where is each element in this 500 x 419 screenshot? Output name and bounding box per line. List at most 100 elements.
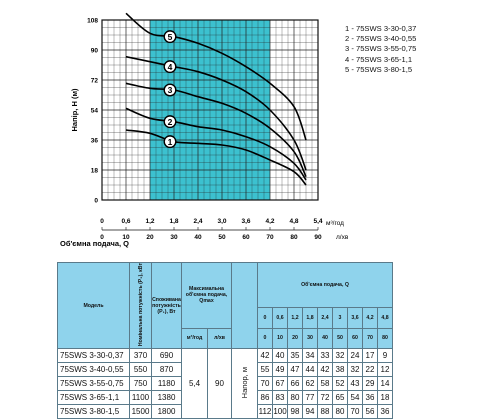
cell-head: 58 — [317, 376, 333, 392]
header-q-lmin: 30 — [302, 327, 318, 350]
cell-p1: 1380 — [151, 390, 182, 406]
plot-frame — [101, 19, 319, 201]
table-row: 75SWS 3-30-0,37 370 690 5,4 90 Напор, м 42 40 35… — [57, 348, 393, 419]
legend-entry: 2 - 75SWS 3-40-0,55 — [345, 34, 417, 44]
pump-performance-chart: 1 2 3 4 5 0 18 36 54 72 90 108 Напір, Н (м) 0 0,6 1,2 1… — [60, 12, 349, 248]
x-tick-label-m3h: 2,4 — [193, 218, 202, 225]
cell-p2: 1500 — [129, 404, 152, 419]
y-axis-label: Напір, Н (м) — [70, 88, 79, 131]
header-q-lmin: 10 — [272, 327, 288, 350]
cell-p1: 690 — [151, 348, 182, 364]
header-q-m3h: 3,6 — [347, 306, 363, 329]
y-tick-label: 0 — [94, 198, 98, 205]
cell-head: 94 — [302, 404, 318, 419]
header-q-lmin: 80 — [377, 327, 393, 350]
cell-p1: 1800 — [151, 404, 182, 419]
cell-head: 100 — [272, 404, 288, 419]
header-q-m3h: 4,2 — [362, 306, 378, 329]
cell-head: 86 — [257, 390, 273, 406]
cell-head: 12 — [377, 362, 393, 378]
cell-head: 32 — [332, 348, 348, 364]
x-tick-label-m3h: 1,2 — [145, 218, 154, 225]
x-tick-label-lmin: 90 — [314, 234, 322, 241]
cell-head: 47 — [287, 362, 303, 378]
curve-markers: 1 2 3 4 5 — [163, 30, 177, 149]
cell-head-label: Напор, м — [231, 348, 258, 419]
cell-head: 17 — [362, 348, 378, 364]
cell-head: 33 — [317, 348, 333, 364]
header-q-m3h: 1,8 — [302, 306, 318, 329]
cell-head: 65 — [332, 390, 348, 406]
header-q-lmin: 60 — [347, 327, 363, 350]
curve-marker-label-4: 4 — [168, 62, 173, 72]
cell-head: 70 — [347, 404, 363, 419]
x-axis-label: Об'ємна подача, Q — [60, 239, 129, 248]
cell-model: 75SWS 3-80-1,5 — [57, 404, 130, 419]
header-q-lmin: 70 — [362, 327, 378, 350]
cell-head: 62 — [302, 376, 318, 392]
y-tick-label: 54 — [91, 108, 99, 115]
legend-entry: 1 - 75SWS 3-30-0,37 — [345, 24, 417, 33]
cell-head: 66 — [287, 376, 303, 392]
cell-head: 67 — [272, 376, 288, 392]
header-q-m3h: 0,6 — [272, 306, 288, 329]
cell-head: 32 — [347, 362, 363, 378]
cell-head: 38 — [332, 362, 348, 378]
y-tick-label: 36 — [91, 138, 99, 145]
curve-3 — [125, 82, 307, 178]
cell-head: 35 — [287, 348, 303, 364]
legend-entry: 4 - 75SWS 3-65-1,1 — [345, 54, 413, 64]
header-vol-flow: Об'ємна подача, Q — [257, 262, 393, 308]
x-tick-label-lmin: 20 — [146, 234, 154, 241]
header-power-kw: Номінальна потужність (P₂), кВт — [129, 261, 152, 350]
cell-head: 55 — [257, 362, 273, 378]
cell-head: 42 — [317, 362, 333, 378]
cell-head: 18 — [377, 390, 393, 406]
curve-marker-label-1: 1 — [168, 137, 173, 147]
cell-model: 75SWS 3-30-0,37 — [57, 348, 130, 364]
cell-head: 40 — [272, 348, 288, 364]
curves — [125, 12, 307, 186]
x-tick-label-m3h: 4,2 — [265, 218, 274, 225]
x-tick-label-m3h: 3,6 — [241, 218, 250, 225]
cell-head: 56 — [362, 404, 378, 419]
cell-head: 54 — [347, 390, 363, 406]
cell-head: 36 — [362, 390, 378, 406]
chart-grid — [101, 19, 319, 201]
cell-head: 43 — [347, 376, 363, 392]
curve-marker-1 — [163, 135, 177, 149]
header-q-lmin: 40 — [317, 327, 333, 350]
x-unit-lmin: л/хв — [336, 234, 349, 241]
header-q-m3h: 3 — [332, 306, 348, 329]
table-row: 75SWS 3-65-1,1 1100 1380 86 83 80 77 72 65 54 36 18 — [57, 390, 393, 406]
legend-entry: 5 - 75SWS 3-80-1,5 — [345, 64, 413, 74]
curve-4 — [125, 55, 307, 171]
curve-marker-5 — [163, 30, 177, 44]
cell-head: 72 — [317, 390, 333, 406]
curve-marker-2 — [163, 115, 177, 129]
cell-head: 29 — [362, 376, 378, 392]
x-tick-label-m3h: 1,8 — [169, 218, 178, 225]
table-row: 75SWS 3-55-0,75 750 1180 70 67 66 62 58 52 43 29 14 — [57, 376, 393, 392]
cell-head: 70 — [257, 376, 273, 392]
cell-head: 77 — [302, 390, 318, 406]
chart-legend: 1 - 75SWS 3-30-0,37 2 - 75SWS 3-40-0,55 3 … — [345, 24, 416, 75]
curve-5 — [125, 12, 307, 141]
header-q-m3h: 1,2 — [287, 306, 303, 329]
x-tick-label-lmin: 10 — [122, 234, 130, 241]
curve-marker-label-2: 2 — [168, 117, 173, 127]
head-label-text: Напор, м — [240, 366, 249, 399]
header-flow-m3: м³/год — [181, 327, 208, 350]
cell-model: 75SWS 3-65-1,1 — [57, 390, 130, 406]
x-tick-label-m3h: 0,6 — [121, 218, 130, 225]
pump-spec-table: Модель Номінальна потужність (P₂), кВт С… — [57, 261, 393, 419]
cell-qmax-lmin: 90 — [207, 348, 232, 419]
x-tick-label-lmin: 30 — [170, 234, 178, 241]
header-q-lmin: 20 — [287, 327, 303, 350]
cell-head: 49 — [272, 362, 288, 378]
curve-marker-label-3: 3 — [168, 85, 173, 95]
header-flow-lmin: л/хв — [207, 327, 232, 350]
cell-p2: 550 — [129, 362, 152, 378]
y-tick-label: 108 — [87, 18, 98, 25]
x-tick-label-lmin: 0 — [100, 234, 104, 241]
